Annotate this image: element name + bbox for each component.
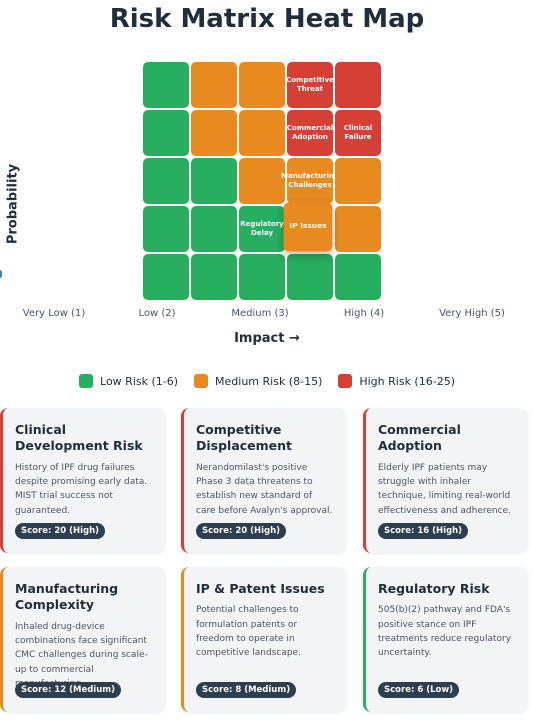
edge-marker xyxy=(0,270,2,278)
legend-item-high: High Risk (16-25) xyxy=(338,374,455,388)
legend-label: High Risk (16-25) xyxy=(359,374,455,388)
matrix-cell xyxy=(239,158,285,204)
score-badge: Score: 20 (High) xyxy=(196,523,287,539)
legend-swatch xyxy=(194,374,209,388)
score-badge: Score: 16 (High) xyxy=(378,523,469,539)
card-title: IP & Patent Issues xyxy=(196,581,325,596)
page-title: Risk Matrix Heat Map xyxy=(109,4,425,34)
risk-card: Commercial Adoption Elderly IPF patients… xyxy=(363,408,528,553)
matrix-cell xyxy=(335,254,381,300)
card-description: Potential challenges to formulation pate… xyxy=(196,605,301,659)
score-badge: Score: 12 (Medium) xyxy=(15,682,122,698)
matrix-cell xyxy=(191,110,237,156)
matrix-cell xyxy=(143,206,189,252)
matrix-cell xyxy=(239,110,285,156)
x-tick-label: Very Low (1) xyxy=(22,308,86,319)
card-title: Clinical Development Risk xyxy=(15,422,143,454)
score-badge: Score: 8 (Medium) xyxy=(196,682,297,698)
matrix-cell-labeled: Commercial Adoption xyxy=(287,110,333,156)
cell-label: Clinical Failure xyxy=(343,123,373,141)
risk-card: Regulatory Risk 505(b)(2) pathway and FD… xyxy=(363,567,528,712)
legend-swatch xyxy=(338,374,353,388)
risk-card: Manufacturing Complexity Inhaled drug-de… xyxy=(0,567,165,712)
cell-label: Manufacturing Challenges xyxy=(281,171,339,189)
risk-card: Competitive Displacement Nerandomilast's… xyxy=(181,408,346,553)
cell-label: Regulatory Delay xyxy=(240,219,284,237)
matrix-cell xyxy=(287,254,333,300)
card-title: Competitive Displacement xyxy=(196,422,293,454)
matrix-cell-labeled: IP Issues xyxy=(283,202,333,252)
matrix-cell-labeled: Competitive Threat xyxy=(286,62,334,108)
risk-card: Clinical Development Risk History of IPF… xyxy=(0,408,165,553)
matrix-cell-labeled: Manufacturing Challenges xyxy=(281,158,339,204)
card-title: Commercial Adoption xyxy=(378,422,461,454)
matrix-cell xyxy=(239,254,285,300)
legend-label: Low Risk (1-6) xyxy=(100,374,179,388)
legend-label: Medium Risk (8-15) xyxy=(215,374,323,388)
matrix-cell xyxy=(143,62,189,108)
card-title: Manufacturing Complexity xyxy=(15,581,119,613)
matrix-cell-labeled: Clinical Failure xyxy=(335,110,381,156)
cell-label: IP Issues xyxy=(289,222,327,231)
matrix-cell xyxy=(143,158,189,204)
card-description: Inhaled drug-device combinations face si… xyxy=(15,621,148,690)
cell-label: Commercial Adoption xyxy=(286,123,334,141)
score-badge: Score: 20 (High) xyxy=(15,523,106,539)
cell-label: Competitive Threat xyxy=(286,75,334,93)
matrix-cell xyxy=(335,206,381,252)
legend-item-medium: Medium Risk (8-15) xyxy=(194,374,322,388)
x-tick-label: Very High (5) xyxy=(439,308,505,319)
card-title: Regulatory Risk xyxy=(378,581,490,596)
risk-card: IP & Patent Issues Potential challenges … xyxy=(181,567,346,712)
legend: Low Risk (1-6) Medium Risk (8-15) High R… xyxy=(0,374,534,388)
x-tick-label: Medium (3) xyxy=(231,308,289,319)
matrix-cell xyxy=(191,158,237,204)
matrix-cell xyxy=(143,110,189,156)
x-tick-label: High (4) xyxy=(343,308,385,319)
matrix-cell xyxy=(191,254,237,300)
score-badge: Score: 6 (Low) xyxy=(378,682,460,698)
legend-swatch xyxy=(79,374,94,388)
x-axis-label: Impact → xyxy=(234,331,300,346)
card-description: History of IPF drug failures despite pro… xyxy=(15,462,148,516)
legend-item-low: Low Risk (1-6) xyxy=(79,374,178,388)
card-description: Nerandomilast's positive Phase 3 data th… xyxy=(196,462,333,516)
matrix-cell xyxy=(335,158,381,204)
matrix-cell-labeled: Regulatory Delay xyxy=(239,206,285,252)
y-axis-label: Probability xyxy=(5,163,21,245)
card-description: Elderly IPF patients may struggle with i… xyxy=(378,462,511,516)
risk-matrix: Competitive Threat Commercial Adoption Cli… xyxy=(143,62,384,301)
matrix-cell xyxy=(191,206,237,252)
matrix-cell xyxy=(191,62,237,108)
matrix-cell xyxy=(335,62,381,108)
card-description: 505(b)(2) pathway and FDA's positive sta… xyxy=(378,605,512,659)
x-tick-label: Low (2) xyxy=(138,308,176,319)
matrix-cell xyxy=(143,254,189,300)
matrix-cell xyxy=(239,62,285,108)
